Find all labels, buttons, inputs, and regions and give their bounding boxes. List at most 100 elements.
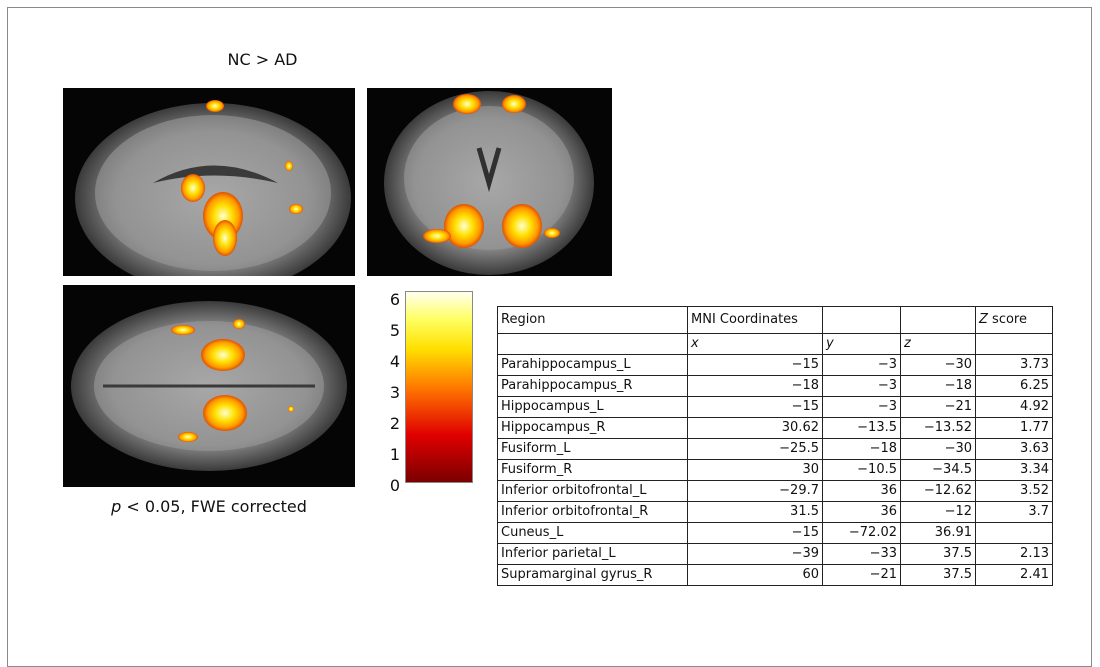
header-text: score xyxy=(992,312,1027,327)
header-italic: Z xyxy=(979,312,988,327)
figure-title: NC > AD xyxy=(180,50,345,69)
value-cell: −12.62 xyxy=(901,481,976,502)
value-cell: 30.62 xyxy=(688,418,823,439)
region-cell: Inferior orbitofrontal_R xyxy=(498,502,688,523)
value-cell: 2.13 xyxy=(976,544,1053,565)
value-cell: −18 xyxy=(823,439,901,460)
results-table: Region MNI Coordinates Z score x y z Parahi… xyxy=(497,306,1053,586)
header-cell: MNI Coordinates xyxy=(688,307,823,334)
coronal-image xyxy=(367,88,612,276)
value-cell: −18 xyxy=(901,376,976,397)
value-cell: −21 xyxy=(901,397,976,418)
region-cell: Inferior orbitofrontal_L xyxy=(498,481,688,502)
value-cell: −18 xyxy=(688,376,823,397)
region-cell: Hippocampus_L xyxy=(498,397,688,418)
value-cell xyxy=(976,523,1053,544)
value-cell: −25.5 xyxy=(688,439,823,460)
value-cell: 37.5 xyxy=(901,544,976,565)
caption-italic: p xyxy=(111,497,121,516)
value-cell: −13.52 xyxy=(901,418,976,439)
colorbar-tick-label: 6 xyxy=(380,292,400,308)
value-cell: −3 xyxy=(823,397,901,418)
value-cell: −10.5 xyxy=(823,460,901,481)
value-cell: −39 xyxy=(688,544,823,565)
colorbar-tick-label: 2 xyxy=(380,416,400,432)
value-cell: −15 xyxy=(688,523,823,544)
colorbar xyxy=(405,291,473,483)
value-cell: 4.92 xyxy=(976,397,1053,418)
value-cell: −30 xyxy=(901,355,976,376)
value-cell: 30 xyxy=(688,460,823,481)
value-cell: 6.25 xyxy=(976,376,1053,397)
header-cell xyxy=(823,307,901,334)
value-cell: −3 xyxy=(823,355,901,376)
value-cell: −15 xyxy=(688,397,823,418)
value-cell: 3.34 xyxy=(976,460,1053,481)
axis-cell: y xyxy=(823,334,901,355)
value-cell: 3.7 xyxy=(976,502,1053,523)
figure-caption: p < 0.05, FWE corrected xyxy=(63,497,355,516)
value-cell: 37.5 xyxy=(901,565,976,586)
region-cell: Inferior parietal_L xyxy=(498,544,688,565)
value-cell: 3.52 xyxy=(976,481,1053,502)
colorbar-tick-label: 1 xyxy=(380,447,400,463)
value-cell: 1.77 xyxy=(976,418,1053,439)
value-cell: 36 xyxy=(823,481,901,502)
value-cell: −29.7 xyxy=(688,481,823,502)
sagittal-image xyxy=(63,88,355,276)
value-cell: −34.5 xyxy=(901,460,976,481)
region-cell: Parahippocampus_L xyxy=(498,355,688,376)
page: NC > AD 0 1 2 3 4 5 6 p < 0.05, FWE corrected xyxy=(0,0,1100,661)
value-cell: −15 xyxy=(688,355,823,376)
value-cell: 2.41 xyxy=(976,565,1053,586)
axial-image xyxy=(63,285,355,487)
value-cell: −21 xyxy=(823,565,901,586)
value-cell: −72.02 xyxy=(823,523,901,544)
header-row: Region MNI Coordinates Z score xyxy=(498,307,1053,334)
region-cell: Fusiform_R xyxy=(498,460,688,481)
header-cell: Region xyxy=(498,307,688,334)
axis-label: z xyxy=(904,336,911,351)
value-cell: 3.63 xyxy=(976,439,1053,460)
value-cell: 60 xyxy=(688,565,823,586)
value-cell: −13.5 xyxy=(823,418,901,439)
value-cell: −30 xyxy=(901,439,976,460)
region-cell: Supramarginal gyrus_R xyxy=(498,565,688,586)
colorbar-tick-label: 5 xyxy=(380,323,400,339)
value-cell: 36.91 xyxy=(901,523,976,544)
colorbar-tick-label: 0 xyxy=(380,478,400,494)
value-cell: 31.5 xyxy=(688,502,823,523)
axis-cell xyxy=(498,334,688,355)
colorbar-tick-label: 4 xyxy=(380,354,400,370)
region-cell: Hippocampus_R xyxy=(498,418,688,439)
axis-label: x xyxy=(691,336,699,351)
axis-label: y xyxy=(826,336,834,351)
axis-cell: x xyxy=(688,334,823,355)
value-cell: −12 xyxy=(901,502,976,523)
value-cell: −3 xyxy=(823,376,901,397)
caption-text: < 0.05, FWE corrected xyxy=(126,497,307,516)
value-cell: 36 xyxy=(823,502,901,523)
axis-cell xyxy=(976,334,1053,355)
value-cell: 3.73 xyxy=(976,355,1053,376)
region-cell: Cuneus_L xyxy=(498,523,688,544)
axes-row: x y z xyxy=(498,334,1053,355)
colorbar-tick-label: 3 xyxy=(380,385,400,401)
header-cell xyxy=(901,307,976,334)
value-cell: −33 xyxy=(823,544,901,565)
region-cell: Parahippocampus_R xyxy=(498,376,688,397)
axis-cell: z xyxy=(901,334,976,355)
header-cell: Z score xyxy=(976,307,1053,334)
region-cell: Fusiform_L xyxy=(498,439,688,460)
